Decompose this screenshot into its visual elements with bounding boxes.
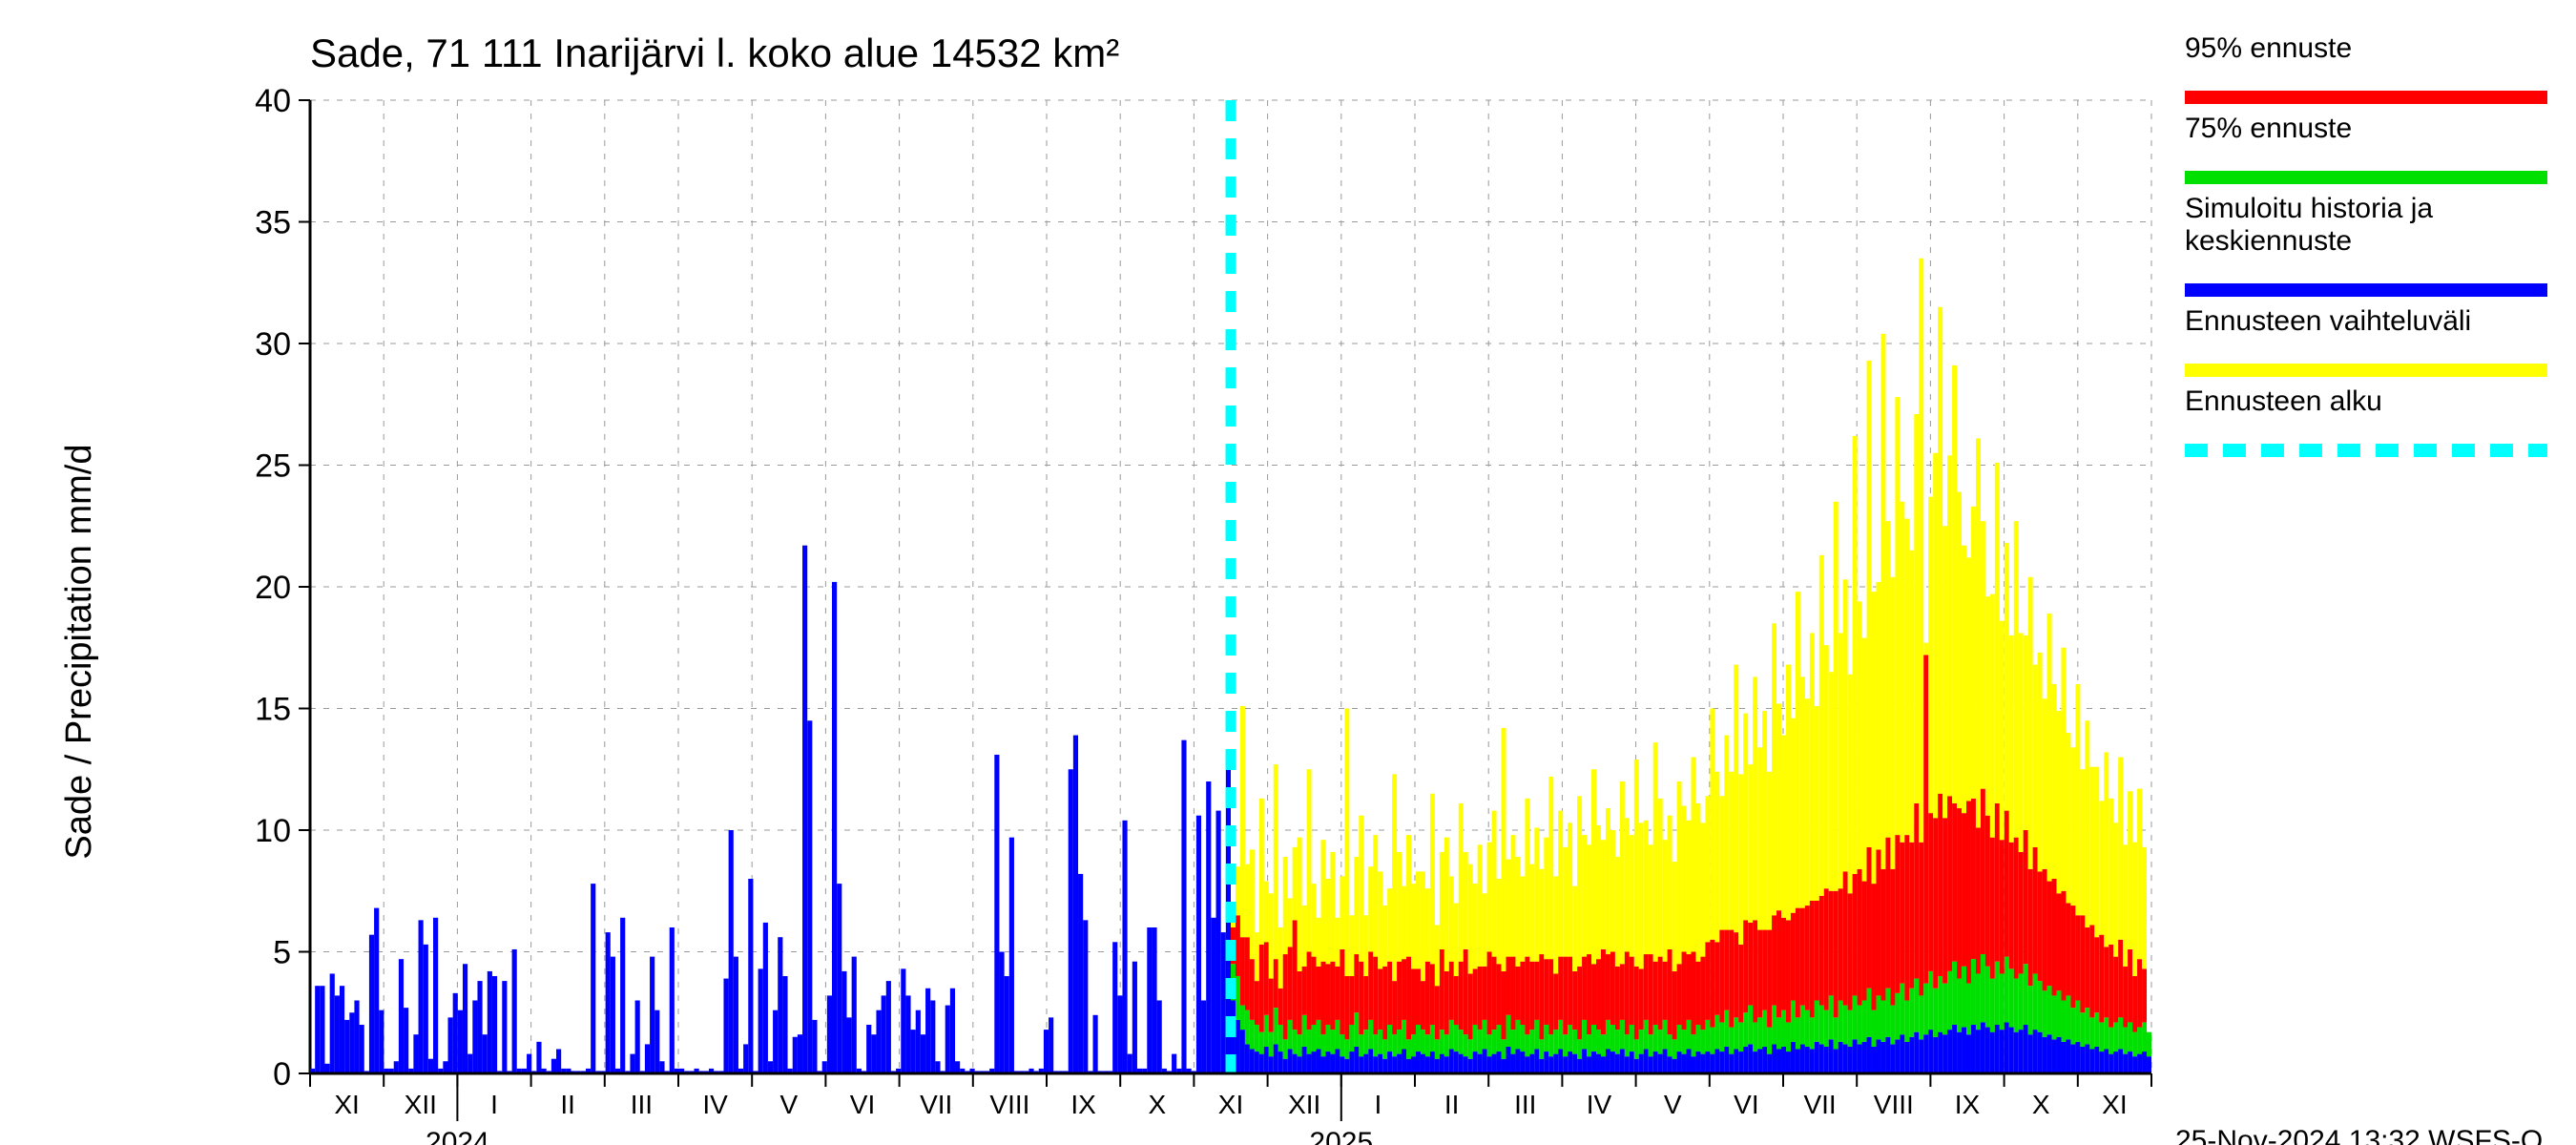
svg-text:VIII: VIII <box>989 1090 1029 1119</box>
svg-text:10: 10 <box>255 813 291 849</box>
svg-text:V: V <box>1664 1090 1682 1119</box>
svg-text:keskiennuste: keskiennuste <box>2185 225 2352 257</box>
svg-text:VIII: VIII <box>1874 1090 1914 1119</box>
svg-text:VII: VII <box>920 1090 952 1119</box>
svg-text:15: 15 <box>255 692 291 728</box>
svg-text:I: I <box>490 1090 498 1119</box>
svg-text:XII: XII <box>1288 1090 1320 1119</box>
precipitation-chart: 0510152025303540XIXIIIIIIIIIVVVIVIIVIIII… <box>0 0 2576 1145</box>
chart-container: 0510152025303540XIXIIIIIIIIIVVVIVIIVIIII… <box>0 0 2576 1145</box>
svg-text:2025: 2025 <box>1309 1127 1373 1145</box>
svg-text:75% ennuste: 75% ennuste <box>2185 113 2352 144</box>
svg-text:Simuloitu historia ja: Simuloitu historia ja <box>2185 193 2433 224</box>
svg-text:VI: VI <box>1734 1090 1758 1119</box>
svg-text:II: II <box>560 1090 575 1119</box>
svg-text:0: 0 <box>273 1056 291 1093</box>
svg-text:Sade / Precipitation mm/d: Sade / Precipitation mm/d <box>59 445 99 860</box>
svg-text:IV: IV <box>702 1090 728 1119</box>
svg-text:IX: IX <box>1955 1090 1981 1119</box>
svg-text:20: 20 <box>255 570 291 606</box>
svg-text:III: III <box>631 1090 653 1119</box>
svg-text:II: II <box>1444 1090 1460 1119</box>
svg-text:V: V <box>779 1090 798 1119</box>
svg-text:X: X <box>1148 1090 1166 1119</box>
svg-text:XI: XI <box>2102 1090 2127 1119</box>
svg-text:XII: XII <box>405 1090 437 1119</box>
svg-text:I: I <box>1375 1090 1382 1119</box>
svg-text:25: 25 <box>255 448 291 485</box>
svg-text:95% ennuste: 95% ennuste <box>2185 32 2352 64</box>
svg-text:VII: VII <box>1803 1090 1836 1119</box>
svg-text:Sade, 71 111 Inarijärvi l. kok: Sade, 71 111 Inarijärvi l. koko alue 145… <box>310 31 1119 75</box>
svg-text:IX: IX <box>1070 1090 1096 1119</box>
svg-text:Ennusteen vaihteluväli: Ennusteen vaihteluväli <box>2185 305 2471 337</box>
svg-text:Ennusteen alku: Ennusteen alku <box>2185 385 2382 417</box>
svg-text:35: 35 <box>255 205 291 241</box>
svg-text:40: 40 <box>255 83 291 119</box>
svg-text:2024: 2024 <box>426 1127 489 1145</box>
svg-text:VI: VI <box>850 1090 875 1119</box>
svg-text:XI: XI <box>334 1090 359 1119</box>
svg-text:III: III <box>1514 1090 1536 1119</box>
svg-text:25-Nov-2024 13:32 WSFS-O: 25-Nov-2024 13:32 WSFS-O <box>2175 1125 2543 1145</box>
svg-text:IV: IV <box>1587 1090 1612 1119</box>
svg-text:5: 5 <box>273 935 291 971</box>
svg-text:XI: XI <box>1218 1090 1243 1119</box>
svg-text:X: X <box>2032 1090 2050 1119</box>
svg-text:30: 30 <box>255 326 291 363</box>
